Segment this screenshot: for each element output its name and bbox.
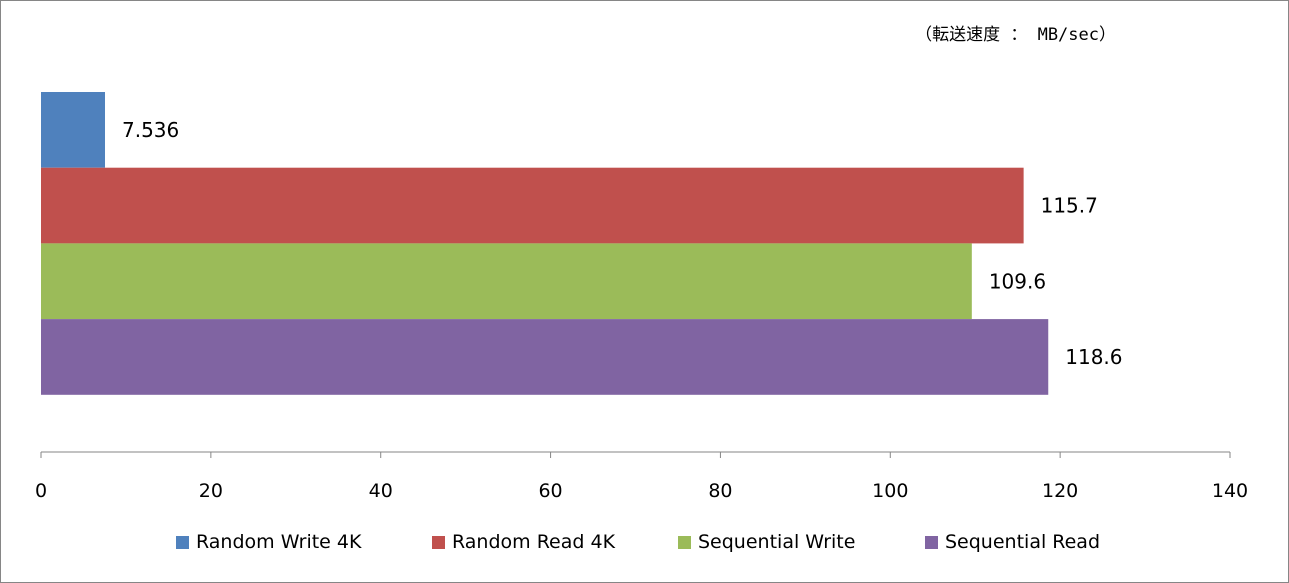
legend-swatch-random-read-4k [432, 536, 445, 549]
x-tick-label: 20 [199, 480, 223, 502]
legend-swatch-random-write-4k [176, 536, 189, 549]
x-axis: 0 20 40 60 80 100 120 140 [35, 451, 1248, 502]
bar-random-read-4k [41, 167, 1024, 244]
x-tick-label: 60 [538, 480, 562, 502]
data-label-random-read-4k: 115.7 [1041, 194, 1098, 218]
x-tick-label: 80 [708, 480, 732, 502]
data-label-sequential-read: 118.6 [1065, 345, 1122, 369]
unit-note: （転送速度 ： MB/sec） [915, 25, 1116, 45]
data-label-random-write-4k: 7.536 [122, 118, 179, 142]
x-tick-label: 140 [1212, 480, 1248, 502]
bar-sequential-read [41, 319, 1049, 395]
legend: Random Write 4K Random Read 4K Sequential … [176, 531, 1100, 553]
x-tick-label: 40 [369, 480, 393, 502]
legend-label-sequential-write: Sequential Write [698, 531, 855, 553]
bar-sequential-write [41, 243, 972, 320]
legend-label-sequential-read: Sequential Read [945, 531, 1100, 553]
bar-random-write-4k [41, 92, 106, 168]
legend-swatch-sequential-write [678, 536, 691, 549]
x-tick-label: 100 [872, 480, 908, 502]
bars-group: 7.536 115.7 109.6 118.6 [41, 92, 1123, 395]
legend-swatch-sequential-read [925, 536, 938, 549]
legend-label-random-read-4k: Random Read 4K [452, 531, 616, 553]
legend-label-random-write-4k: Random Write 4K [196, 531, 362, 553]
x-tick-label: 0 [35, 480, 47, 502]
data-label-sequential-write: 109.6 [989, 269, 1046, 293]
x-tick-label: 120 [1042, 480, 1078, 502]
